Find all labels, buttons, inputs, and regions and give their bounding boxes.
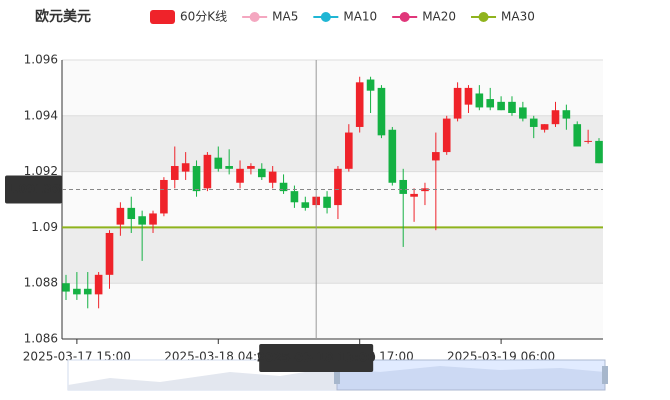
zoom-selected: [336, 359, 606, 391]
legend-icon: [320, 12, 331, 22]
legend-icon: [249, 12, 260, 22]
y-tick-label: 1.088: [24, 276, 58, 290]
candle-body: [323, 196, 331, 208]
candle-body: [236, 168, 244, 183]
candle-body: [214, 157, 223, 169]
candle-body: [62, 283, 70, 292]
candle-body: [508, 101, 516, 114]
candle-body: [334, 168, 342, 206]
candle-body: [116, 207, 125, 225]
candle-body: [497, 101, 505, 111]
chart-title: 欧元美元: [35, 8, 91, 25]
candle-body: [453, 87, 462, 119]
candle-body: [257, 168, 266, 178]
candle-body: [192, 166, 201, 192]
legend-icon: [478, 12, 489, 22]
pointer-y-label: 1.09136: [6, 182, 61, 196]
candle-body: [290, 191, 299, 203]
candle-body: [475, 93, 484, 108]
legend-icon: [150, 10, 175, 24]
split-area: [62, 115, 603, 172]
candle-body: [551, 110, 560, 125]
y-tick-label: 1.086: [24, 332, 58, 346]
split-area: [62, 227, 603, 284]
candle-body: [225, 166, 233, 169]
candle-body: [366, 79, 375, 91]
candle-body: [540, 124, 549, 130]
candle-body: [377, 87, 386, 136]
legend-label: MA5: [272, 10, 298, 24]
candle-body: [247, 166, 255, 169]
candle-body: [529, 118, 538, 127]
candle-body: [170, 166, 179, 180]
candle-body: [149, 213, 157, 225]
candle-body: [160, 179, 168, 214]
candle-body: [432, 152, 440, 161]
candle-body: [105, 232, 114, 275]
candle-body: [562, 110, 571, 119]
candle-body: [388, 129, 397, 183]
candle-body: [138, 216, 146, 225]
candle-body: [279, 182, 288, 192]
candle-body: [203, 154, 212, 189]
candle-body: [94, 274, 103, 295]
legend-label: MA20: [422, 10, 456, 24]
candle-body: [410, 193, 418, 197]
legend-label: MA30: [501, 10, 535, 24]
candle-body: [268, 171, 277, 183]
candle-body: [73, 288, 81, 295]
y-tick-label: 1.092: [24, 164, 58, 178]
y-tick-label: 1.096: [24, 53, 58, 67]
pointer-x-box: [259, 344, 374, 372]
candle-body: [486, 99, 495, 108]
candle-body: [421, 188, 429, 192]
candle-body: [464, 87, 473, 105]
legend-label: MA10: [343, 10, 377, 24]
candle-body: [573, 124, 582, 147]
y-tick-label: 1.09: [31, 220, 58, 234]
candle-body: [399, 179, 408, 194]
candle-body: [301, 202, 310, 208]
candle-body: [181, 163, 190, 172]
zoom-handle: [602, 366, 608, 384]
candle-body: [83, 288, 92, 295]
legend-label: 60分K线: [180, 10, 227, 24]
candle-body: [127, 207, 136, 220]
candle-body: [355, 82, 364, 127]
candle-body: [595, 140, 603, 164]
candle-body: [584, 140, 592, 142]
candle-body: [519, 107, 527, 119]
candle-body: [345, 132, 353, 169]
zoom-handle: [334, 366, 340, 384]
split-area: [62, 283, 603, 339]
y-tick-label: 1.094: [24, 108, 58, 122]
pointer-y-box: [5, 175, 62, 204]
legend-icon: [399, 12, 410, 22]
pointer-x-label: 2025-03-18 13:00: [257, 351, 376, 365]
candle-body: [442, 118, 451, 153]
